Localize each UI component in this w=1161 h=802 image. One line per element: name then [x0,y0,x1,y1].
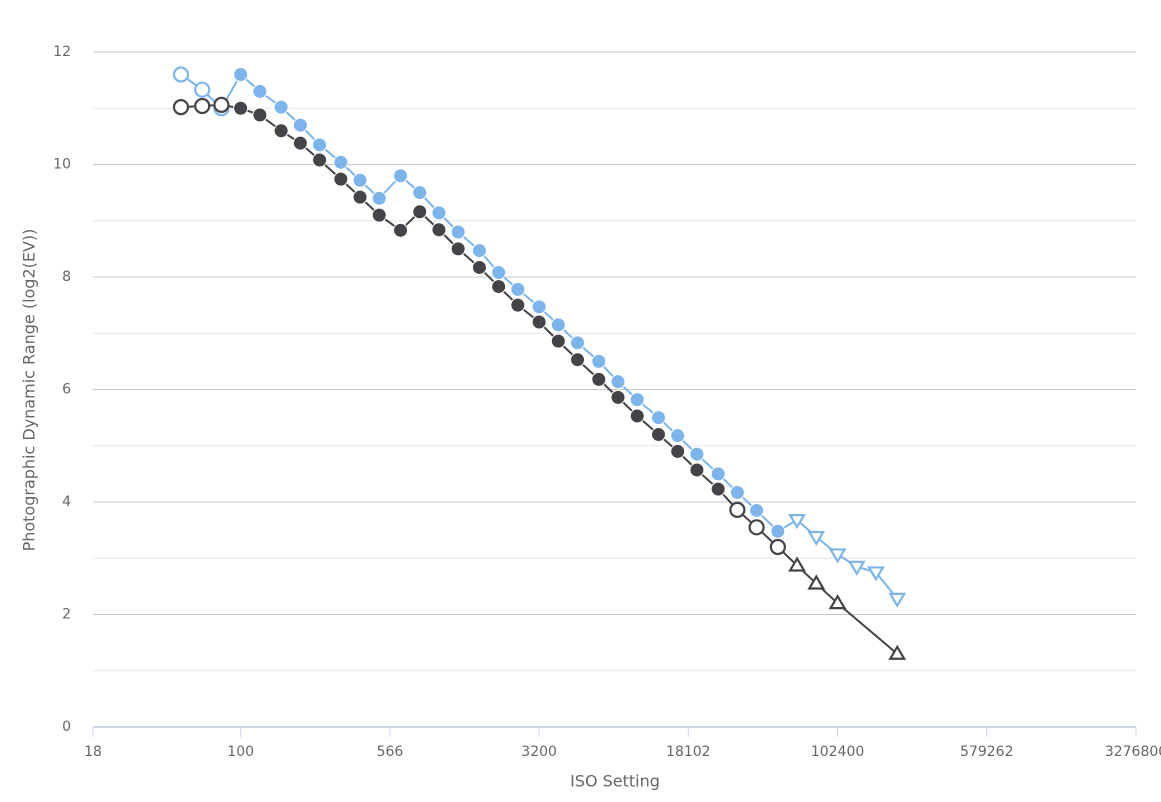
marker [471,243,487,259]
marker [252,83,268,99]
marker [450,224,466,240]
marker [431,205,447,221]
marker [491,279,507,295]
marker [352,189,368,205]
marker [412,204,428,220]
marker [510,297,526,313]
marker [491,265,507,280]
marker [333,154,349,170]
marker [312,137,328,153]
marker [729,484,745,500]
marker [629,408,645,424]
marker [710,481,726,497]
marker [650,410,666,426]
marker [233,67,249,82]
marker [888,592,907,608]
marker [194,97,211,115]
x-tick-label: 18102 [666,744,711,760]
y-tick-label: 10 [53,157,71,173]
marker [213,96,230,113]
marker [371,207,387,223]
marker [471,259,487,275]
marker [867,566,885,582]
y-tick-label: 12 [53,44,71,60]
marker [828,594,847,610]
marker [729,501,746,518]
marker [450,241,466,257]
marker [888,644,907,660]
marker [292,117,308,133]
marker [650,427,666,442]
marker [807,574,826,590]
x-tick-label: 3276800 [1105,744,1161,760]
marker [233,100,249,116]
marker [510,281,526,297]
marker [393,222,409,238]
y-tick-label: 4 [62,494,71,510]
marker [749,502,765,518]
marker [807,530,826,547]
marker [194,81,211,98]
marker [172,99,190,116]
x-tick-label: 579262 [960,744,1013,760]
marker [769,538,786,556]
x-tick-label: 3200 [521,744,557,760]
series-line [180,72,899,600]
marker [172,66,190,83]
marker [531,299,547,315]
marker [689,446,705,462]
x-tick-label: 102400 [811,744,864,760]
marker [273,123,289,139]
marker [610,389,626,405]
marker [788,556,807,572]
marker [252,107,268,123]
marker [570,352,586,368]
y-tick-label: 2 [62,607,71,623]
marker [273,99,289,115]
marker [710,466,726,482]
marker [531,314,547,330]
marker [670,428,686,444]
marker [550,317,566,333]
marker [431,222,447,238]
marker [689,462,705,478]
marker [292,135,308,151]
marker [550,333,566,349]
marker [610,374,626,390]
marker [748,519,765,536]
marker [393,168,409,184]
y-tick-label: 0 [62,719,71,735]
marker [847,560,866,576]
marker [788,513,807,530]
marker [333,171,349,187]
y-axis-label: Photographic Dynamic Range (log2(EV)) [20,229,39,552]
x-axis-label: ISO Setting [570,772,660,791]
marker [352,172,368,188]
marker [828,548,847,564]
y-tick-label: 8 [62,269,71,285]
marker [591,353,607,369]
marker [570,335,586,351]
marker [591,371,607,387]
x-tick-label: 100 [227,744,254,760]
x-tick-label: 566 [377,744,404,760]
y-tick-label: 6 [62,382,71,398]
marker [770,523,786,539]
marker [412,185,428,201]
marker [670,443,686,459]
marker [312,152,328,168]
marker [629,392,645,408]
x-tick-label: 18 [84,744,102,760]
marker [371,190,387,206]
